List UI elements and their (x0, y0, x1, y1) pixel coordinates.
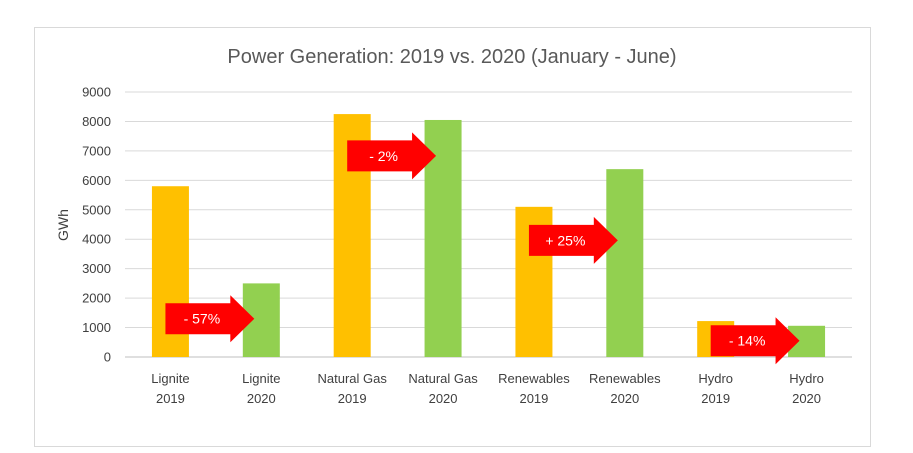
x-tick-label: Renewables (589, 371, 661, 386)
x-tick-label: 2019 (338, 391, 367, 406)
y-tick-label: 7000 (82, 143, 111, 158)
arrow-label: - 14% (729, 333, 766, 349)
y-tick-label: 0 (104, 350, 111, 365)
change-arrow: - 57% (165, 295, 255, 343)
arrow-label: - 2% (369, 148, 398, 164)
y-tick-label: 6000 (82, 173, 111, 188)
x-tick-label: 2019 (156, 391, 185, 406)
x-tick-label: Hydro (698, 371, 733, 386)
y-tick-label: 1000 (82, 320, 111, 335)
y-axis-label: GWh (55, 209, 71, 241)
x-tick-label: 2019 (519, 391, 548, 406)
change-arrow: - 2% (347, 132, 437, 180)
change-arrow: - 14% (710, 317, 800, 365)
bar (606, 169, 644, 357)
x-axis-ticks: Lignite 2019 Lignite 2020 Natural Gas 2019 Nat… (151, 371, 824, 406)
arrow-shape (710, 317, 800, 365)
y-axis-ticks: 0 1000 2000 3000 4000 5000 6000 7000 8000 9000 (82, 85, 111, 365)
x-tick-label: Renewables (498, 371, 570, 386)
x-tick-label: Hydro (789, 371, 824, 386)
x-tick-label: Lignite (242, 371, 280, 386)
y-tick-label: 8000 (82, 114, 111, 129)
arrow-shape (347, 132, 437, 180)
x-tick-label: 2020 (792, 391, 821, 406)
x-tick-label: Lignite (151, 371, 189, 386)
y-tick-label: 2000 (82, 291, 111, 306)
y-tick-label: 4000 (82, 232, 111, 247)
x-tick-label: 2020 (429, 391, 458, 406)
arrow-label: + 25% (545, 232, 585, 248)
arrow-shape (165, 295, 255, 343)
x-tick-label: 2020 (247, 391, 276, 406)
bars (151, 114, 826, 357)
y-tick-label: 9000 (82, 85, 111, 100)
x-tick-label: 2020 (610, 391, 639, 406)
change-arrow: + 25% (528, 216, 618, 264)
x-tick-label: Natural Gas (408, 371, 478, 386)
x-tick-label: Natural Gas (318, 371, 388, 386)
change-arrows: - 57% - 2% + 25% - 14% (165, 132, 800, 365)
y-tick-label: 5000 (82, 202, 111, 217)
x-tick-label: 2019 (701, 391, 730, 406)
arrow-label: - 57% (184, 311, 221, 327)
chart-title: Power Generation: 2019 vs. 2020 (January… (227, 46, 676, 68)
y-tick-label: 3000 (82, 261, 111, 276)
arrow-shape (528, 216, 618, 264)
